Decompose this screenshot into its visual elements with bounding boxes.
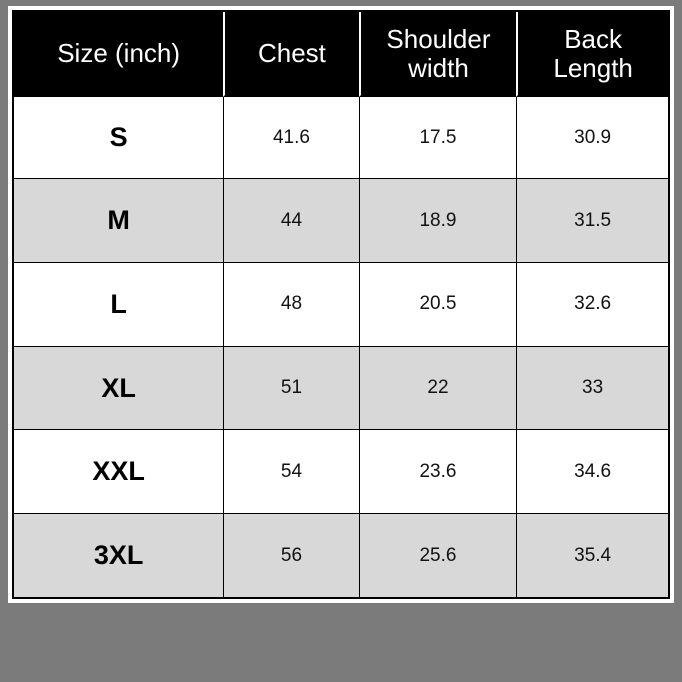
back-length-cell: 35.4 — [516, 513, 668, 597]
chest-cell: 41.6 — [223, 97, 359, 179]
chest-cell: 48 — [223, 261, 359, 346]
table-row-s: S 41.6 17.5 30.9 — [14, 97, 668, 179]
size-cell: L — [14, 261, 224, 346]
shoulder-width-cell: 17.5 — [358, 97, 517, 179]
size-cell: XXL — [14, 429, 224, 514]
header-shoulder-line1: Shoulder — [386, 24, 491, 55]
back-length-cell: 30.9 — [516, 97, 668, 179]
header-size: Size (inch) — [14, 12, 224, 97]
size-chart-sheet: Size (inch) Chest Shoulder width Back Le… — [8, 6, 674, 603]
table-row-xxl: XXL 54 23.6 34.6 — [14, 429, 668, 514]
size-cell: S — [14, 97, 224, 179]
back-length-cell: 34.6 — [516, 429, 668, 514]
shoulder-width-cell: 25.6 — [358, 513, 517, 597]
size-cell: 3XL — [14, 513, 224, 597]
shoulder-width-cell: 22 — [358, 345, 517, 430]
size-cell: XL — [14, 345, 224, 430]
table-row-3xl: 3XL 56 25.6 35.4 — [14, 513, 668, 597]
size-cell: M — [14, 178, 224, 262]
chest-cell: 51 — [223, 345, 359, 430]
table-row-l: L 48 20.5 32.6 — [14, 261, 668, 346]
size-chart-table: Size (inch) Chest Shoulder width Back Le… — [12, 10, 670, 599]
chest-cell: 56 — [223, 513, 359, 597]
table-row-xl: XL 51 22 33 — [14, 345, 668, 430]
header-row: Size (inch) Chest Shoulder width Back Le… — [14, 12, 668, 97]
back-length-cell: 33 — [516, 345, 668, 430]
header-size-line1: Size (inch) — [57, 38, 181, 69]
header-chest-line1: Chest — [257, 38, 326, 69]
shoulder-width-cell: 20.5 — [358, 261, 517, 346]
table-row-m: M 44 18.9 31.5 — [14, 178, 668, 262]
header-back-line2: Length — [553, 52, 633, 83]
header-shoulder-line2: width — [408, 52, 469, 83]
header-chest: Chest — [223, 12, 359, 97]
shoulder-width-cell: 18.9 — [358, 178, 517, 262]
back-length-cell: 32.6 — [516, 261, 668, 346]
back-length-cell: 31.5 — [516, 178, 668, 262]
chest-cell: 54 — [223, 429, 359, 514]
shoulder-width-cell: 23.6 — [358, 429, 517, 514]
chest-cell: 44 — [223, 178, 359, 262]
header-back-length: Back Length — [516, 12, 668, 97]
header-shoulder-width: Shoulder width — [358, 12, 517, 97]
header-back-line1: Back — [564, 24, 623, 55]
